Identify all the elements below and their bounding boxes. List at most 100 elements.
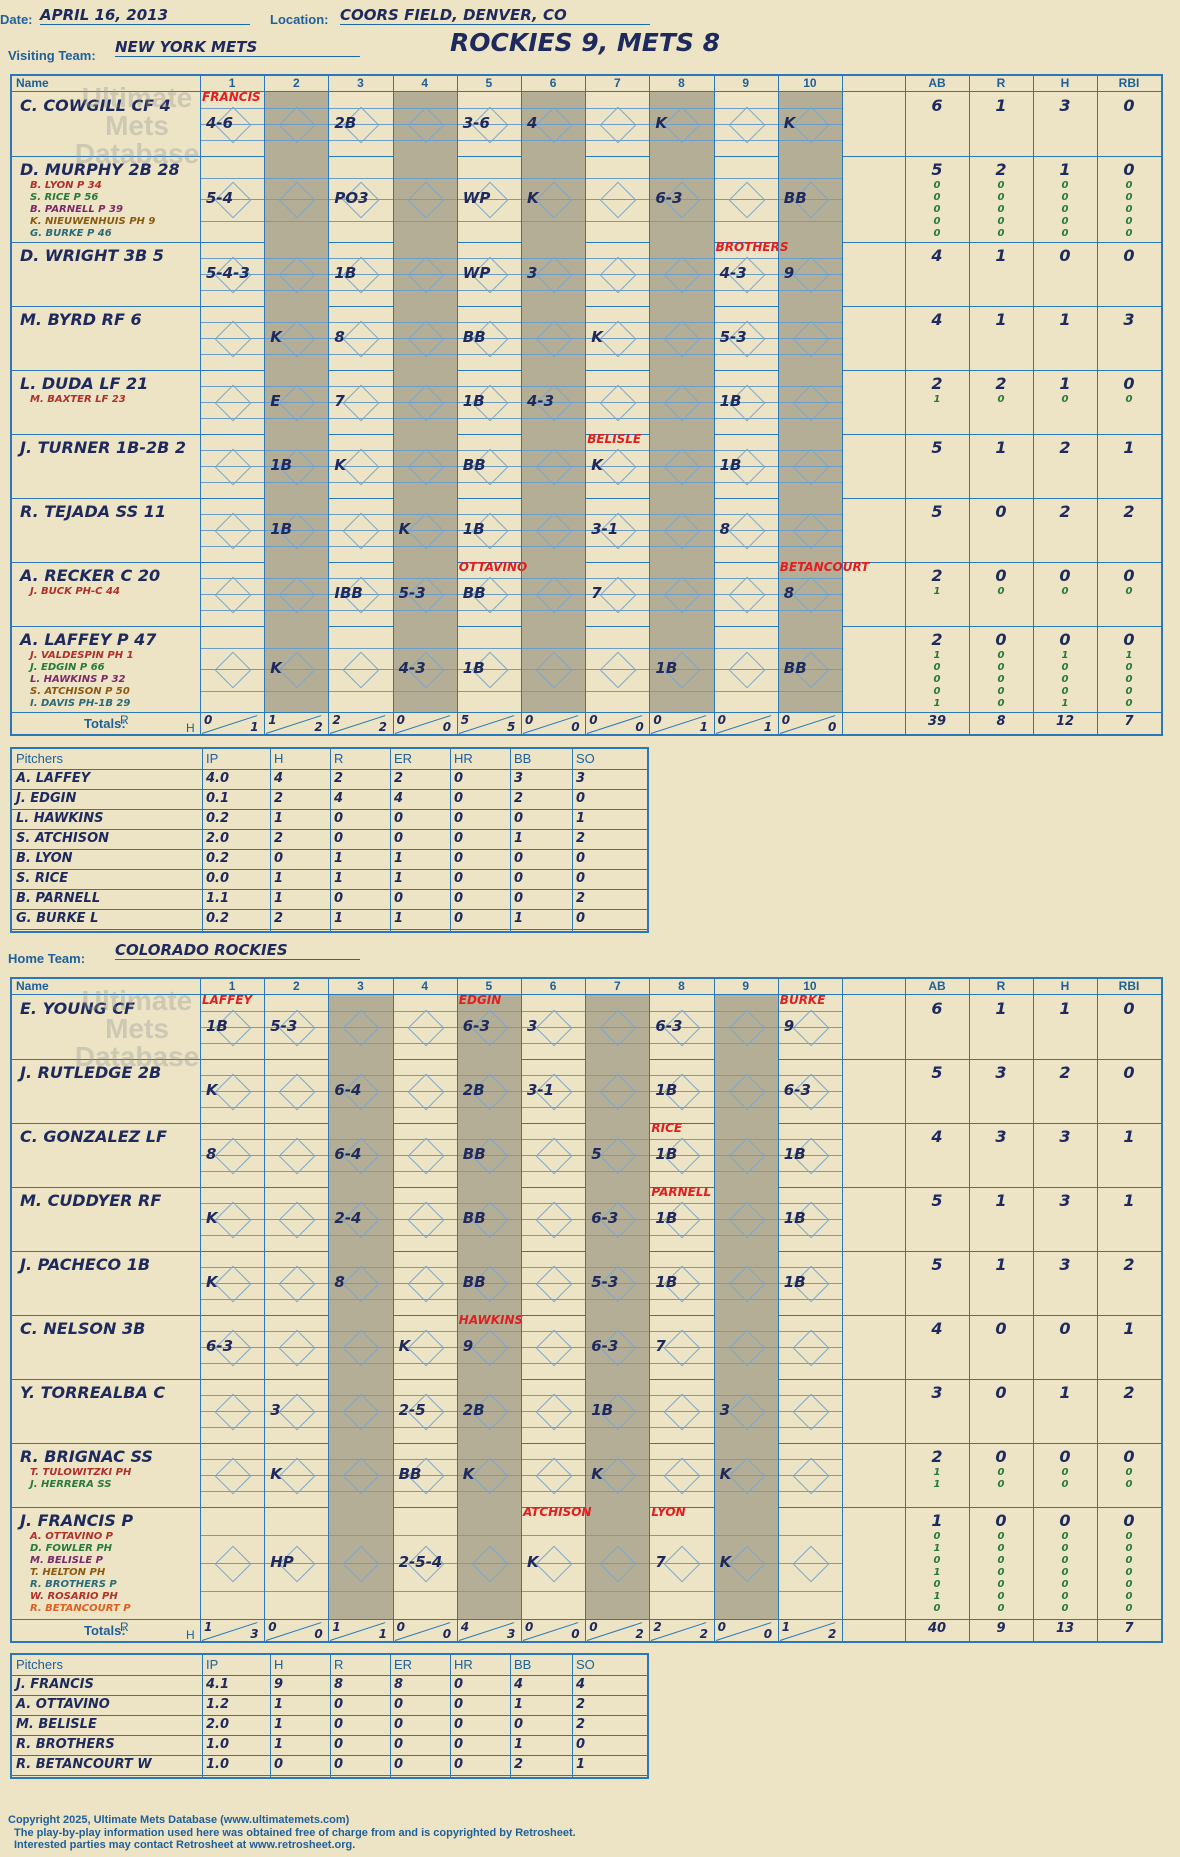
- play-result: 3-1: [591, 520, 619, 538]
- play-result: WP: [462, 189, 491, 207]
- inning-header: 1: [200, 979, 265, 995]
- base-diamond: [535, 1009, 573, 1047]
- play-result: K: [527, 1553, 539, 1571]
- substitute-name: D. FOWLER PH: [30, 1543, 113, 1554]
- play-result: WP: [462, 264, 491, 282]
- pitcher-cell: 2.0: [206, 831, 230, 846]
- substitute-stat: 0: [997, 1603, 1005, 1614]
- watermark-text: Mets: [105, 1013, 169, 1044]
- play-result: 3: [719, 1401, 731, 1419]
- stat-header: AB: [905, 979, 969, 995]
- player-stat: 2: [1059, 502, 1071, 521]
- pitching-change-marker: LAFFEY: [202, 993, 253, 1007]
- play-result: PO3: [334, 189, 369, 207]
- substitute-name: L. HAWKINS P 32: [30, 674, 126, 685]
- base-diamond: [664, 1545, 701, 1583]
- pitcher-cell: 2: [576, 831, 586, 846]
- substitute-stat: 0: [997, 1591, 1005, 1602]
- pitcher-cell: 0: [394, 831, 404, 846]
- player-name: C. COWGILL CF 4: [20, 96, 171, 115]
- play-result: K: [206, 1081, 218, 1099]
- pitcher-cell: 2: [576, 1717, 586, 1732]
- substitute-stat: 0: [997, 1555, 1005, 1566]
- play-result: 5-3: [398, 584, 426, 602]
- substitute-stat: 0: [997, 1531, 1005, 1542]
- substitute-stat: 0: [933, 228, 941, 239]
- substitute-stat: 0: [1061, 686, 1069, 697]
- inning-header: 9: [713, 979, 778, 995]
- inning-runs-total: 1: [204, 1620, 213, 1634]
- player-name: C. NELSON 3B: [20, 1319, 146, 1338]
- visiting-team-label: Visiting Team:: [8, 48, 96, 63]
- player-stat: 1: [995, 310, 1007, 329]
- inning-header: 10: [777, 76, 842, 92]
- player-name: C. GONZALEZ LF: [20, 1127, 167, 1146]
- location-value: COORS FIELD, DENVER, CO: [340, 6, 650, 25]
- substitute-stat: 0: [1125, 1467, 1133, 1478]
- play-result: 8: [719, 520, 731, 538]
- inning-runs-total: 1: [332, 1620, 341, 1634]
- substitute-name: W. ROSARIO PH: [30, 1591, 118, 1602]
- column-divider: [778, 979, 779, 1641]
- pitcher-cell: 0: [454, 1677, 464, 1692]
- play-result: 5-3: [719, 328, 747, 346]
- team-total-stat: 7: [1124, 1621, 1134, 1636]
- pitcher-cell: 1: [514, 1737, 524, 1752]
- base-diamond: [214, 448, 252, 486]
- column-divider: [649, 76, 650, 734]
- inning-header: 7: [585, 979, 650, 995]
- inning-runs-total: 2: [332, 713, 341, 727]
- substitute-stat: 0: [1061, 1467, 1069, 1478]
- pitching-change-marker: BETANCOURT: [779, 560, 870, 574]
- inning-hits-total: 0: [442, 1627, 452, 1641]
- watermark-text: Ultimate: [81, 82, 193, 113]
- inning-header: 6: [521, 979, 586, 995]
- substitute-stat: 0: [1125, 228, 1133, 239]
- home-pitchers-table: Pitchers IP H R ER HR BB SO J. FRANCIS 4.1 9 8 8 0 4 4 A…: [10, 1653, 649, 1779]
- player-stat: 1: [1123, 438, 1135, 457]
- player-stat: 2: [931, 1447, 943, 1466]
- totals-h-key: H: [186, 1628, 195, 1642]
- pitcher-cell: 0: [394, 811, 404, 826]
- substitute-stat: 0: [1061, 1579, 1069, 1590]
- player-stat: 1: [1059, 374, 1071, 393]
- substitute-stat: 0: [1125, 192, 1133, 203]
- pitcher-cell: 0: [454, 831, 464, 846]
- player-stat: 4: [931, 310, 943, 329]
- play-result: E: [270, 392, 281, 410]
- player-name: J. PACHECO 1B: [20, 1255, 151, 1274]
- pitcher-cell: 1: [394, 851, 404, 866]
- pitcher-column-divider: [450, 1655, 451, 1777]
- watermark-text: Ultimate: [81, 985, 193, 1016]
- inning-runs-total: 0: [717, 713, 726, 727]
- substitutes-list: B. LYON P 34 S. RICE P 56 B. PARNELL P 39 K…: [30, 180, 155, 240]
- player-stat: 0: [1123, 566, 1135, 585]
- base-diamond: [407, 1009, 444, 1047]
- player-stat: 1: [931, 1511, 943, 1530]
- row-divider: [12, 498, 1161, 499]
- stat-header: RBI: [1097, 76, 1161, 92]
- pitcher-cell: 1: [394, 911, 404, 926]
- play-result: BB: [462, 328, 486, 346]
- base-diamond: [599, 448, 637, 486]
- player-name: D. WRIGHT 3B 5: [20, 246, 164, 265]
- inning-header: 5: [456, 76, 521, 92]
- column-divider: [1097, 979, 1098, 1641]
- player-name: R. TEJADA SS 11: [20, 502, 166, 521]
- play-result: 2B: [462, 1081, 485, 1099]
- stat-header: R: [969, 979, 1033, 995]
- player-name: J. RUTLEDGE 2B: [20, 1063, 162, 1082]
- substitutes-list: J. BUCK PH-C 44: [30, 586, 120, 598]
- team-total-stat: 13: [1055, 1621, 1075, 1636]
- player-stat: 0: [1123, 160, 1135, 179]
- substitute-stat: 0: [997, 586, 1005, 597]
- player-stat: 1: [1059, 310, 1071, 329]
- substitute-stat: 1: [1125, 650, 1133, 661]
- inning-header: 7: [585, 76, 650, 92]
- pitcher-table-row: B. PARNELL 1.1 1 0 0 0 0 2: [12, 889, 647, 910]
- base-diamond: [599, 181, 637, 219]
- pitcher-cell: 1.0: [206, 1757, 230, 1772]
- play-result: 4: [527, 114, 538, 132]
- team-total-stat: 9: [996, 1621, 1006, 1636]
- play-result: 2-4: [334, 1209, 362, 1227]
